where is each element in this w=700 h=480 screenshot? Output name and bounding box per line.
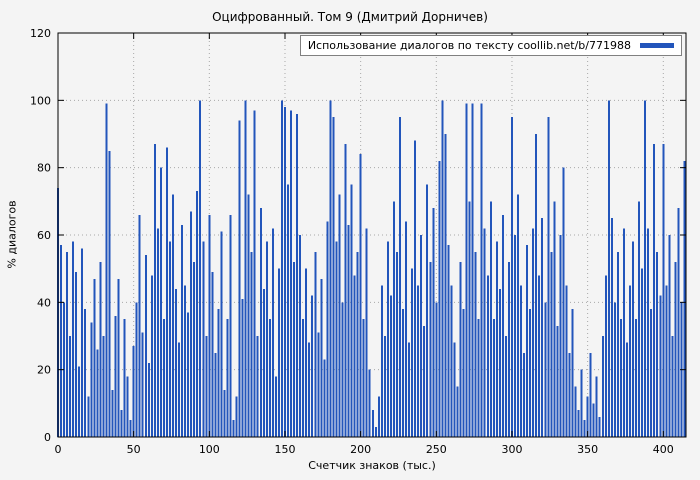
legend-series-swatch [640,43,674,48]
x-tick-label: 150 [274,443,295,456]
legend-label: Использование диалогов по тексту coollib… [307,39,631,52]
x-tick-label: 400 [653,443,674,456]
y-tick-label: 40 [37,296,51,309]
y-tick-label: 0 [44,431,51,444]
x-tick-label: 300 [501,443,522,456]
x-tick-label: 100 [199,443,220,456]
legend-box: Использование диалогов по тексту coollib… [299,35,682,56]
x-tick-label: 350 [577,443,598,456]
x-tick-label: 200 [350,443,371,456]
y-tick-label: 20 [37,364,51,377]
y-axis-label: % диалогов [5,200,19,269]
x-tick-label: 0 [55,443,62,456]
x-tick-label: 50 [127,443,141,456]
chart-title: Оцифрованный. Том 9 (Дмитрий Дорничев) [212,10,488,24]
y-tick-label: 100 [30,94,51,107]
x-axis-label: Счетчик знаков (тыс.) [308,459,436,472]
y-tick-label: 120 [30,27,51,40]
y-tick-label: 80 [37,162,51,175]
y-tick-label: 60 [37,229,51,242]
x-tick-label: 250 [426,443,447,456]
